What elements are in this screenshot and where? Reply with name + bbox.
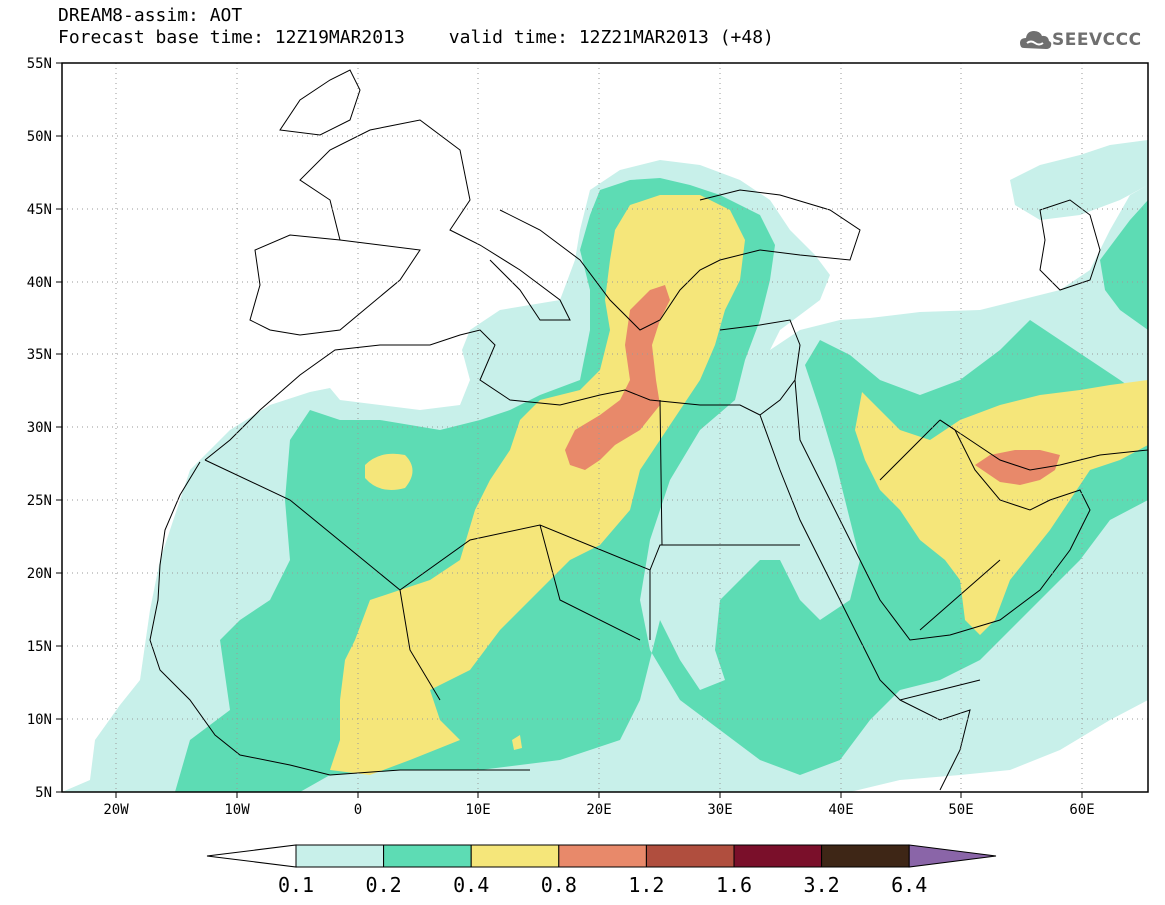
coast-balkans xyxy=(499,209,761,331)
colorbar-label: 0.2 xyxy=(366,873,402,897)
clear-area-west xyxy=(62,420,150,560)
coast-iberia xyxy=(249,234,421,336)
lon-label: 30E xyxy=(707,802,732,818)
coast-africa-west xyxy=(149,461,530,776)
cloud-logo-icon xyxy=(1020,31,1052,49)
colorbar-cell xyxy=(295,844,385,868)
colorbar-label: 1.6 xyxy=(716,873,752,897)
coast-france-italy xyxy=(299,119,571,321)
base-time-label: Forecast base time: 12Z19MAR2013 xyxy=(58,27,405,48)
lon-label: 60E xyxy=(1069,802,1094,818)
lon-tick-labels: 20W 10W 0 10E 20E 30E 40E 50E 60E xyxy=(103,802,1094,818)
colorbar-high-arrow xyxy=(908,844,997,868)
border-lines xyxy=(204,399,1001,701)
lat-label: 15N xyxy=(27,639,52,655)
colorbar-label: 3.2 xyxy=(804,873,840,897)
colorbar-label: 0.4 xyxy=(453,873,489,897)
colorbar-label: 1.2 xyxy=(628,873,664,897)
lon-label: 40E xyxy=(828,802,853,818)
coast-uk xyxy=(279,69,361,136)
lat-label: 55N xyxy=(27,56,52,72)
colorbar-low-arrow xyxy=(206,844,297,868)
colorbar-cell xyxy=(733,844,823,868)
lat-label: 50N xyxy=(27,129,52,145)
coast-turkey-levant xyxy=(719,319,801,416)
lat-label: 45N xyxy=(27,202,52,218)
valid-time-label: valid time: 12Z21MAR2013 (+48) xyxy=(448,27,774,48)
lat-label: 35N xyxy=(27,347,52,363)
lon-label: 0 xyxy=(354,802,362,818)
lat-tick-labels: 5N 10N 15N 20N 25N 30N 35N 40N 45N 50N 5… xyxy=(27,56,52,801)
lat-label: 30N xyxy=(27,420,52,436)
colorbar-cell xyxy=(558,844,647,868)
colorbar-label: 0.1 xyxy=(278,873,314,897)
chart-title: DREAM8-assim: AOT xyxy=(58,5,243,26)
lon-label: 50E xyxy=(948,802,973,818)
coast-north-africa xyxy=(204,329,761,461)
coast-red-sea xyxy=(759,414,981,701)
aot-band-0.4 xyxy=(330,195,1148,775)
time-info: Forecast base time: 12Z19MAR2013 valid ti… xyxy=(58,28,774,48)
colorbar-cell xyxy=(821,844,910,868)
coast-persian-gulf xyxy=(939,419,1148,471)
lon-label: 20E xyxy=(586,802,611,818)
colorbar-labels: 0.1 0.2 0.4 0.8 1.2 1.6 3.2 6.4 xyxy=(278,873,927,897)
logo-text: SEEVCCC xyxy=(1052,30,1142,50)
coast-horn-africa xyxy=(899,699,971,791)
lat-label: 40N xyxy=(27,275,52,291)
coast-arabia xyxy=(794,379,1091,641)
colorbar-label: 6.4 xyxy=(891,873,927,897)
lon-label: 20W xyxy=(103,802,129,818)
tick-marks xyxy=(56,62,1083,798)
lat-label: 5N xyxy=(35,785,52,801)
lat-label: 20N xyxy=(27,566,52,582)
aot-band-0.8 xyxy=(565,285,1060,485)
colorbar-label: 0.8 xyxy=(541,873,577,897)
coast-caspian xyxy=(1039,199,1101,291)
grid xyxy=(62,63,1148,792)
coast-black-sea xyxy=(699,189,861,261)
coastlines xyxy=(149,69,1148,791)
colorbar-cell xyxy=(383,844,472,868)
colorbar xyxy=(206,844,997,868)
lon-label: 10W xyxy=(224,802,250,818)
lat-label: 25N xyxy=(27,493,52,509)
lon-label: 10E xyxy=(465,802,490,818)
colorbar-cell xyxy=(645,844,735,868)
colorbar-cell xyxy=(470,844,560,868)
lat-label: 10N xyxy=(27,712,52,728)
